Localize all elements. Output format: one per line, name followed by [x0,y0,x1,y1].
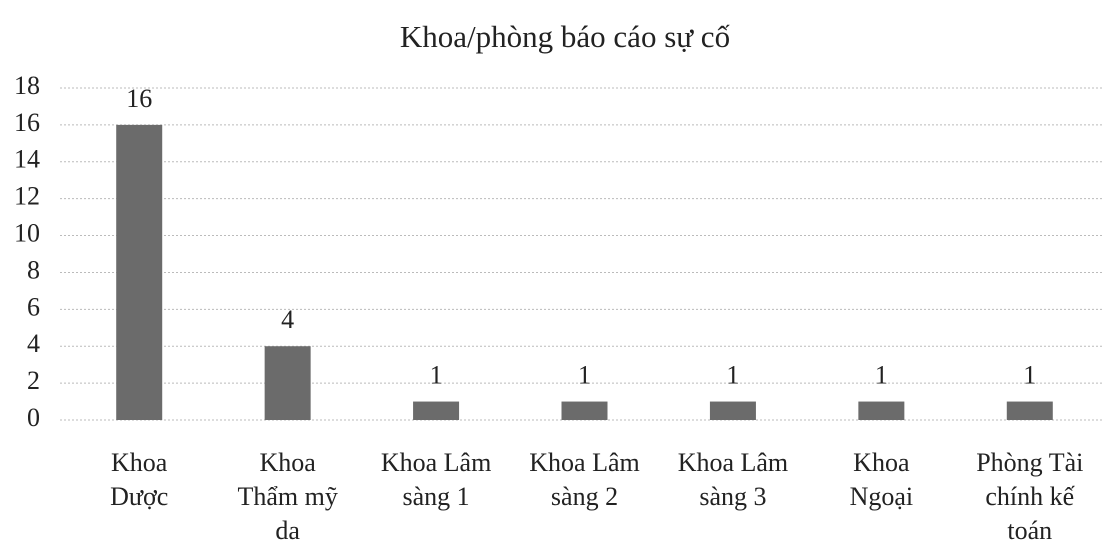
y-tick-label: 14 [14,145,40,174]
y-tick-label: 2 [27,366,40,395]
y-tick-label: 6 [27,292,40,321]
x-tick-label: Khoa Lâm sàng 1 [380,448,492,511]
value-label: 1 [875,361,888,390]
value-label: 1 [430,361,443,390]
bar [858,401,905,420]
y-tick-label: 0 [27,403,40,432]
chart-title: Khoa/phòng báo cáo sự cố [400,19,731,54]
bar [709,401,756,420]
value-label: 1 [726,361,739,390]
x-tick-label: Phòng Tài chính kế toán [976,448,1084,545]
x-tick-label: Khoa Thẩm mỹ da [237,448,338,545]
value-label: 1 [578,361,591,390]
y-tick-label: 10 [14,219,40,248]
x-tick-label: Khoa Lâm sàng 3 [677,448,789,511]
bar [1006,401,1053,420]
x-tick-label: Khoa Dược [110,448,169,511]
y-tick-label: 12 [14,182,40,211]
y-tick-label: 4 [27,329,40,358]
y-tick-label: 16 [14,108,40,137]
bar [116,124,163,420]
y-tick-label: 18 [14,71,40,100]
bar [264,346,311,420]
value-label: 16 [126,84,152,113]
y-tick-label: 8 [27,255,40,284]
x-tick-label: Khoa Ngoại [849,448,914,511]
value-label: 4 [281,305,294,334]
value-label: 1 [1023,361,1036,390]
x-tick-label: Khoa Lâm sàng 2 [529,448,640,511]
bar [413,401,460,420]
bar [561,401,608,420]
